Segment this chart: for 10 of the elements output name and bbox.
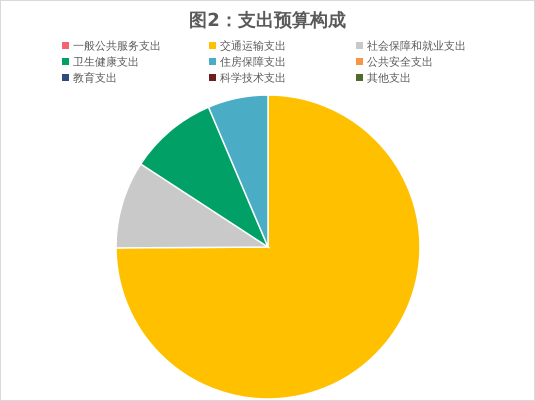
legend-label: 其他支出 [367,72,411,84]
legend-label: 科学技术支出 [220,72,286,84]
legend-label: 社会保障和就业支出 [367,40,466,52]
legend-label: 交通运输支出 [220,40,286,52]
legend-label: 住房保障支出 [220,56,286,68]
chart-title: 图2：支出预算构成 [189,10,346,31]
legend-label: 一般公共服务支出 [73,40,161,52]
legend-label: 公共安全支出 [367,56,433,68]
legend-label: 卫生健康支出 [73,56,139,68]
legend-label: 教育支出 [73,72,117,84]
